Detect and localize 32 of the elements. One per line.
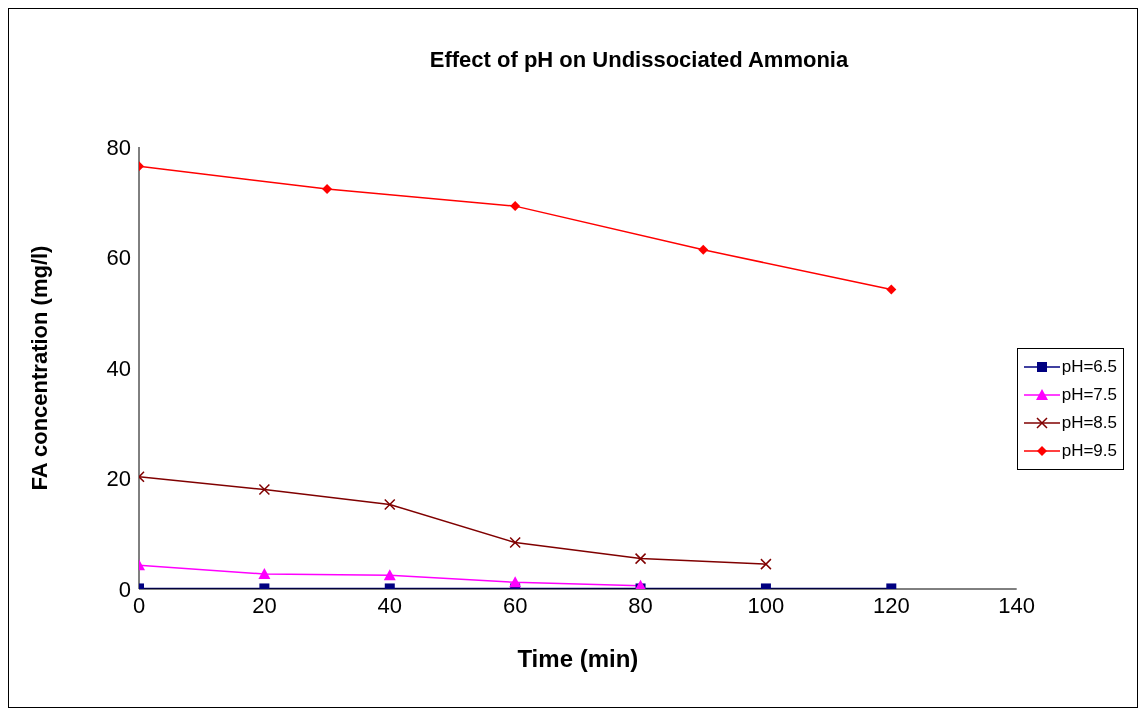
point xyxy=(258,568,271,580)
y-tick-label: 80 xyxy=(106,134,131,160)
legend-label: pH=7.5 xyxy=(1061,385,1117,405)
x-axis-title: Time (min) xyxy=(517,645,639,672)
point xyxy=(886,284,897,295)
legend-label: pH=9.5 xyxy=(1061,441,1117,461)
point xyxy=(510,201,521,212)
point xyxy=(384,498,396,511)
point xyxy=(322,183,333,194)
point xyxy=(634,552,647,565)
x-tick-label: 20 xyxy=(252,592,277,618)
y-tick-label: 60 xyxy=(106,245,131,271)
y-tick-label: 0 xyxy=(118,576,131,602)
point xyxy=(634,579,647,589)
y-axis-title: FA concentration (mg/l) xyxy=(26,245,52,491)
legend-label: pH=6.5 xyxy=(1061,357,1117,377)
point xyxy=(258,483,271,496)
x-tick-label: 100 xyxy=(747,592,785,618)
legend-label: pH=8.5 xyxy=(1061,413,1117,433)
y-tick-label: 20 xyxy=(106,466,131,492)
point xyxy=(698,244,709,255)
chart-title: Effect of pH on Undissociated Ammonia xyxy=(428,47,850,73)
point xyxy=(509,536,521,549)
x-tick-label: 140 xyxy=(998,592,1036,618)
x-tick-label: 120 xyxy=(872,592,910,618)
x-tick-label: 80 xyxy=(628,592,653,618)
point xyxy=(383,569,396,581)
point xyxy=(509,576,522,588)
x-tick-label: 40 xyxy=(377,592,403,618)
x-tick-label: 60 xyxy=(502,592,528,618)
point xyxy=(760,558,772,570)
y-tick-label: 40 xyxy=(106,355,131,381)
